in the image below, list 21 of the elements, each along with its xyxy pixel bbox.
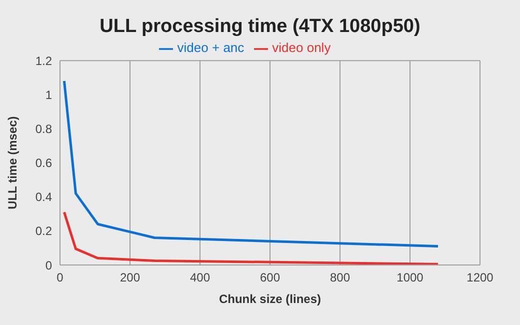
x-axis-title: Chunk size (lines) [218, 292, 322, 306]
legend-label: video + anc [177, 40, 244, 55]
x-tick-label: 1200 [466, 270, 494, 285]
y-tick-label: 0.4 [35, 190, 52, 204]
x-tick-label: 200 [120, 270, 140, 285]
y-tick-label: 0 [45, 258, 52, 272]
line-series [62, 210, 440, 265]
y-tick-label: 0.8 [35, 122, 52, 136]
line-series [62, 80, 440, 248]
x-tick-label: 0 [56, 270, 64, 285]
x-tick-label: 800 [330, 270, 350, 285]
y-tick-label: 0.2 [35, 224, 52, 238]
y-axis-title: ULL time (msec) [5, 116, 20, 210]
chart-title: ULL processing time (4TX 1080p50) [98, 16, 422, 38]
legend-label: video only [272, 40, 331, 55]
y-tick-label: 1.2 [35, 54, 52, 68]
y-tick-label: 1 [45, 88, 52, 102]
x-tick-label: 1000 [396, 270, 424, 285]
y-tick-label: 0.6 [35, 156, 52, 170]
x-tick-label: 400 [190, 270, 210, 285]
x-tick-label: 600 [260, 270, 280, 285]
